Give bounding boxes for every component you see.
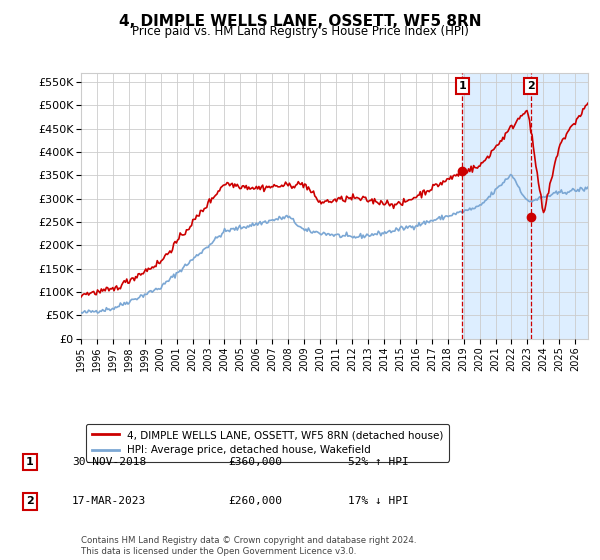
Legend: 4, DIMPLE WELLS LANE, OSSETT, WF5 8RN (detached house), HPI: Average price, deta: 4, DIMPLE WELLS LANE, OSSETT, WF5 8RN (d…: [86, 424, 449, 461]
Text: 30-NOV-2018: 30-NOV-2018: [72, 457, 146, 467]
Text: 2: 2: [26, 496, 34, 506]
Text: Price paid vs. HM Land Registry's House Price Index (HPI): Price paid vs. HM Land Registry's House …: [131, 25, 469, 38]
Text: £260,000: £260,000: [228, 496, 282, 506]
Text: 2: 2: [527, 81, 535, 91]
Text: £360,000: £360,000: [228, 457, 282, 467]
Text: 52% ↑ HPI: 52% ↑ HPI: [348, 457, 409, 467]
Text: 17-MAR-2023: 17-MAR-2023: [72, 496, 146, 506]
Text: 4, DIMPLE WELLS LANE, OSSETT, WF5 8RN: 4, DIMPLE WELLS LANE, OSSETT, WF5 8RN: [119, 14, 481, 29]
Text: 17% ↓ HPI: 17% ↓ HPI: [348, 496, 409, 506]
Text: Contains HM Land Registry data © Crown copyright and database right 2024.
This d: Contains HM Land Registry data © Crown c…: [81, 536, 416, 556]
Text: 1: 1: [458, 81, 466, 91]
Text: 1: 1: [26, 457, 34, 467]
